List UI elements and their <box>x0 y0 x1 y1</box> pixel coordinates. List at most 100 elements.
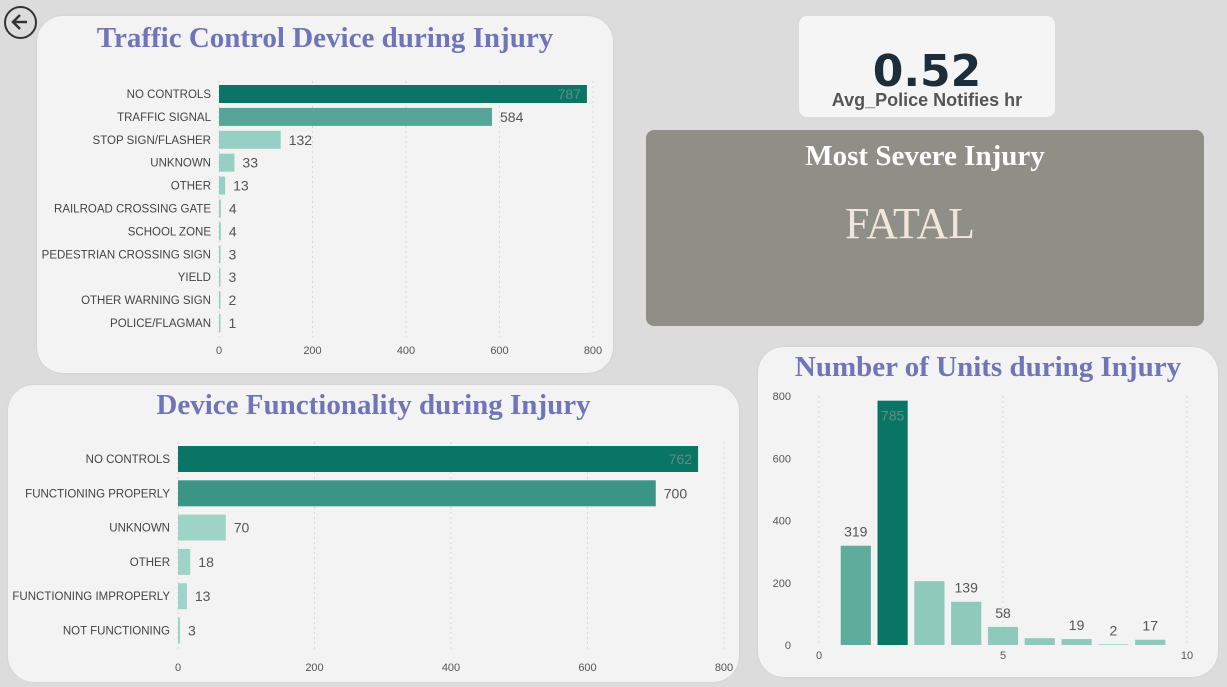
bar[interactable] <box>1061 639 1092 645</box>
bar[interactable] <box>219 245 221 264</box>
data-label: 19 <box>1069 617 1085 633</box>
category-label: NO CONTROLS <box>127 89 212 101</box>
arrow-left-circle-icon <box>11 14 27 30</box>
bar[interactable] <box>219 85 587 103</box>
category-label: NO CONTROLS <box>86 454 171 466</box>
bar[interactable] <box>178 617 181 644</box>
x-tick-label: 0 <box>216 345 222 357</box>
device-functionality-chart-title: Device Functionality during Injury <box>156 389 591 421</box>
bar[interactable] <box>219 176 226 195</box>
bar[interactable] <box>219 268 221 287</box>
data-label: 785 <box>881 408 905 424</box>
bar[interactable] <box>178 514 226 541</box>
category-label: NOT FUNCTIONING <box>63 626 170 638</box>
category-label: UNKNOWN <box>109 523 170 535</box>
category-label: UNKNOWN <box>150 158 211 170</box>
bar[interactable] <box>219 153 235 172</box>
x-tick-label: 600 <box>490 345 508 357</box>
x-tick-label: 0 <box>175 662 181 674</box>
bar[interactable] <box>1135 639 1166 645</box>
data-label: 2 <box>229 292 237 308</box>
bar[interactable] <box>219 222 221 241</box>
x-tick-label: 400 <box>397 345 415 357</box>
data-label: 13 <box>195 588 211 604</box>
most-severe-injury-card: Most Severe Injury FATAL <box>646 130 1204 326</box>
category-label: OTHER <box>171 181 211 193</box>
traffic-control-chart-card: Traffic Control Device during Injury 0 20… <box>37 16 613 373</box>
bar[interactable] <box>219 314 221 332</box>
x-tick-label: 5 <box>1000 650 1006 662</box>
data-label: 58 <box>995 605 1011 621</box>
y-tick-label: 600 <box>773 453 791 465</box>
category-label: FUNCTIONING PROPERLY <box>25 488 170 500</box>
data-label: 4 <box>229 201 237 217</box>
data-label: 319 <box>844 524 868 540</box>
data-label: 18 <box>198 554 214 570</box>
most-severe-injury-value: FATAL <box>844 199 976 248</box>
data-label: 33 <box>242 155 258 171</box>
category-label: POLICE/FLAGMAN <box>110 318 211 330</box>
bar[interactable] <box>1098 644 1129 645</box>
x-tick-label: 800 <box>584 345 602 357</box>
category-label: RAILROAD CROSSING GATE <box>54 204 211 216</box>
bar[interactable] <box>178 446 699 472</box>
bar[interactable] <box>219 291 221 310</box>
category-label: OTHER WARNING SIGN <box>81 295 211 307</box>
data-label: 13 <box>233 178 249 194</box>
data-label: 2 <box>1110 622 1118 638</box>
number-of-units-chart: 0 200 400 600 800 0 5 10 319 785 139 58 19 2 17 <box>773 391 1193 662</box>
y-tick-label: 0 <box>785 640 791 652</box>
category-label: FUNCTIONING IMPROPERLY <box>12 591 170 603</box>
number-of-units-chart-title: Number of Units during Injury <box>794 351 1182 383</box>
category-label: YIELD <box>178 272 211 284</box>
data-label: 762 <box>669 451 693 467</box>
category-label: TRAFFIC SIGNAL <box>117 112 212 124</box>
data-label: 787 <box>558 86 582 102</box>
bar[interactable] <box>987 626 1019 645</box>
traffic-control-chart: 0 200 400 600 800 NO CONTROLS 787 TRAFFIC SIGNA… <box>42 81 602 357</box>
back-button[interactable] <box>4 6 37 39</box>
data-label: 584 <box>500 109 524 125</box>
x-tick-label: 200 <box>305 662 323 674</box>
data-label: 132 <box>289 132 313 148</box>
x-tick-label: 200 <box>303 345 321 357</box>
data-label: 3 <box>229 246 237 262</box>
data-label: 1 <box>229 315 237 331</box>
bar[interactable] <box>1024 638 1055 645</box>
bar[interactable] <box>178 583 187 610</box>
device-functionality-chart-card: Device Functionality during Injury 0 200 4… <box>8 385 739 682</box>
y-tick-label: 800 <box>773 391 791 403</box>
x-tick-label: 10 <box>1181 650 1193 662</box>
data-label: 4 <box>229 223 237 239</box>
bar[interactable] <box>951 601 982 645</box>
avg-police-notifies-card: 0.52 Avg_Police Notifies hr <box>799 16 1055 117</box>
x-tick-label: 0 <box>816 650 822 662</box>
x-tick-label: 600 <box>578 662 596 674</box>
bar[interactable] <box>219 130 281 149</box>
data-label: 3 <box>188 623 196 639</box>
bar[interactable] <box>914 581 945 645</box>
category-label: SCHOOL ZONE <box>128 226 212 238</box>
bar[interactable] <box>178 548 191 575</box>
most-severe-injury-title: Most Severe Injury <box>805 140 1045 172</box>
device-functionality-chart: 0 200 400 600 800 NO CONTROLS 762 FUNCTIONING P… <box>12 442 733 674</box>
bar[interactable] <box>219 199 221 218</box>
data-label: 17 <box>1142 618 1158 634</box>
kpi-label: Avg_Police Notifies hr <box>831 90 1023 110</box>
data-label: 700 <box>664 485 688 501</box>
data-label: 3 <box>229 269 237 285</box>
category-label: OTHER <box>130 557 170 569</box>
kpi-value: 0.52 <box>872 46 982 97</box>
bar[interactable] <box>877 400 908 645</box>
category-label: PEDESTRIAN CROSSING SIGN <box>42 249 211 261</box>
x-tick-label: 400 <box>442 662 460 674</box>
y-tick-label: 400 <box>773 516 791 528</box>
bar[interactable] <box>178 480 656 507</box>
x-tick-label: 800 <box>715 662 733 674</box>
traffic-control-chart-title: Traffic Control Device during Injury <box>96 22 554 54</box>
y-tick-label: 200 <box>773 578 791 590</box>
data-label: 139 <box>955 580 979 596</box>
bar[interactable] <box>219 107 493 126</box>
number-of-units-chart-card: Number of Units during Injury 0 200 400 600… <box>758 347 1218 677</box>
bar[interactable] <box>840 545 871 645</box>
